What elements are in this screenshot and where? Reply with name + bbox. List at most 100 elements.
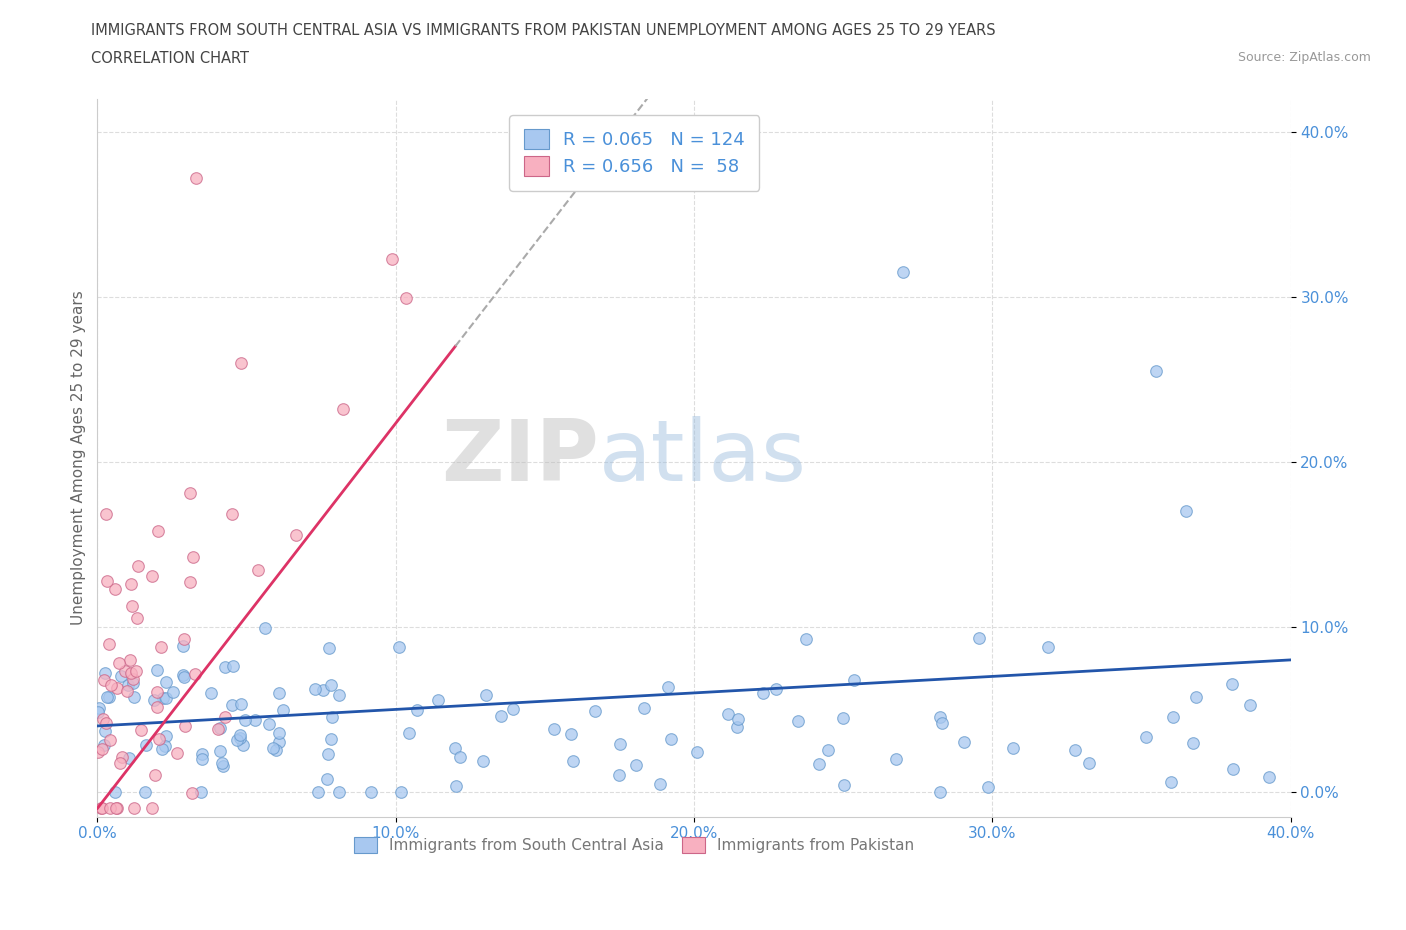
Point — [93, 738, 115, 753]
Point — [146, 699, 169, 714]
Point — [104, 581, 127, 596]
Point — [141, 568, 163, 583]
Point — [221, 698, 243, 713]
Point — [444, 778, 467, 793]
Point — [1063, 742, 1085, 757]
Point — [273, 702, 295, 717]
Point — [449, 750, 471, 764]
Point — [125, 664, 148, 679]
Point — [229, 727, 252, 742]
Point — [233, 712, 256, 727]
Point — [190, 785, 212, 800]
Point — [583, 703, 606, 718]
Point — [1220, 677, 1243, 692]
Point — [146, 524, 169, 538]
Point — [155, 729, 177, 744]
Y-axis label: Unemployment Among Ages 25 to 29 years: Unemployment Among Ages 25 to 29 years — [72, 290, 86, 625]
Point — [304, 682, 326, 697]
Point — [209, 744, 232, 759]
Point — [931, 715, 953, 730]
Point — [120, 577, 142, 591]
Point — [817, 743, 839, 758]
Point — [179, 485, 201, 500]
Point — [190, 751, 212, 766]
Point — [211, 755, 233, 770]
Point — [560, 727, 582, 742]
Point — [312, 683, 335, 698]
Point — [214, 659, 236, 674]
Point — [1239, 698, 1261, 712]
Point — [114, 664, 136, 679]
Point — [884, 751, 907, 766]
Point — [328, 687, 350, 702]
Point — [181, 786, 204, 801]
Point — [184, 667, 207, 682]
Point — [247, 563, 270, 578]
Point — [207, 722, 229, 737]
Point — [607, 768, 630, 783]
Point — [120, 666, 142, 681]
Point — [315, 771, 337, 786]
Point — [360, 785, 382, 800]
Point — [269, 734, 291, 749]
Point — [111, 750, 134, 764]
Point — [93, 672, 115, 687]
Point — [1038, 640, 1060, 655]
Point — [162, 684, 184, 699]
Point — [209, 721, 232, 736]
Point — [319, 732, 342, 747]
Point — [150, 640, 173, 655]
Point — [129, 723, 152, 737]
Point — [225, 732, 247, 747]
Point — [89, 700, 111, 715]
Point — [808, 756, 831, 771]
Point — [502, 701, 524, 716]
Point — [633, 700, 655, 715]
Point — [1258, 770, 1281, 785]
Legend: Immigrants from South Central Asia, Immigrants from Pakistan: Immigrants from South Central Asia, Immi… — [347, 831, 921, 859]
Point — [222, 658, 245, 673]
Point — [1144, 364, 1167, 379]
Point — [87, 705, 110, 720]
Point — [1175, 504, 1198, 519]
Point — [472, 753, 495, 768]
Point — [444, 740, 467, 755]
Point — [284, 527, 307, 542]
Point — [200, 685, 222, 700]
Point — [172, 668, 194, 683]
Point — [117, 684, 139, 698]
Point — [134, 785, 156, 800]
Point — [609, 737, 631, 751]
Point — [98, 690, 121, 705]
Point — [398, 726, 420, 741]
Point — [1135, 730, 1157, 745]
Point — [173, 670, 195, 684]
Point — [93, 724, 115, 738]
Point — [257, 716, 280, 731]
Point — [229, 356, 252, 371]
Point — [794, 631, 817, 646]
Point — [153, 738, 176, 753]
Point — [96, 715, 118, 730]
Point — [319, 678, 342, 693]
Point — [172, 639, 194, 654]
Point — [318, 747, 340, 762]
Point — [727, 712, 749, 727]
Point — [173, 719, 195, 734]
Point — [135, 737, 157, 752]
Point — [1163, 710, 1185, 724]
Text: IMMIGRANTS FROM SOUTH CENTRAL ASIA VS IMMIGRANTS FROM PAKISTAN UNEMPLOYMENT AMON: IMMIGRANTS FROM SOUTH CENTRAL ASIA VS IM… — [91, 23, 995, 38]
Point — [98, 733, 121, 748]
Point — [108, 756, 131, 771]
Point — [929, 785, 952, 800]
Point — [90, 801, 112, 816]
Point — [253, 621, 276, 636]
Point — [395, 290, 418, 305]
Point — [832, 711, 855, 725]
Point — [562, 754, 585, 769]
Point — [152, 690, 174, 705]
Point — [328, 785, 350, 800]
Point — [121, 675, 143, 690]
Point — [269, 725, 291, 740]
Point — [214, 710, 236, 724]
